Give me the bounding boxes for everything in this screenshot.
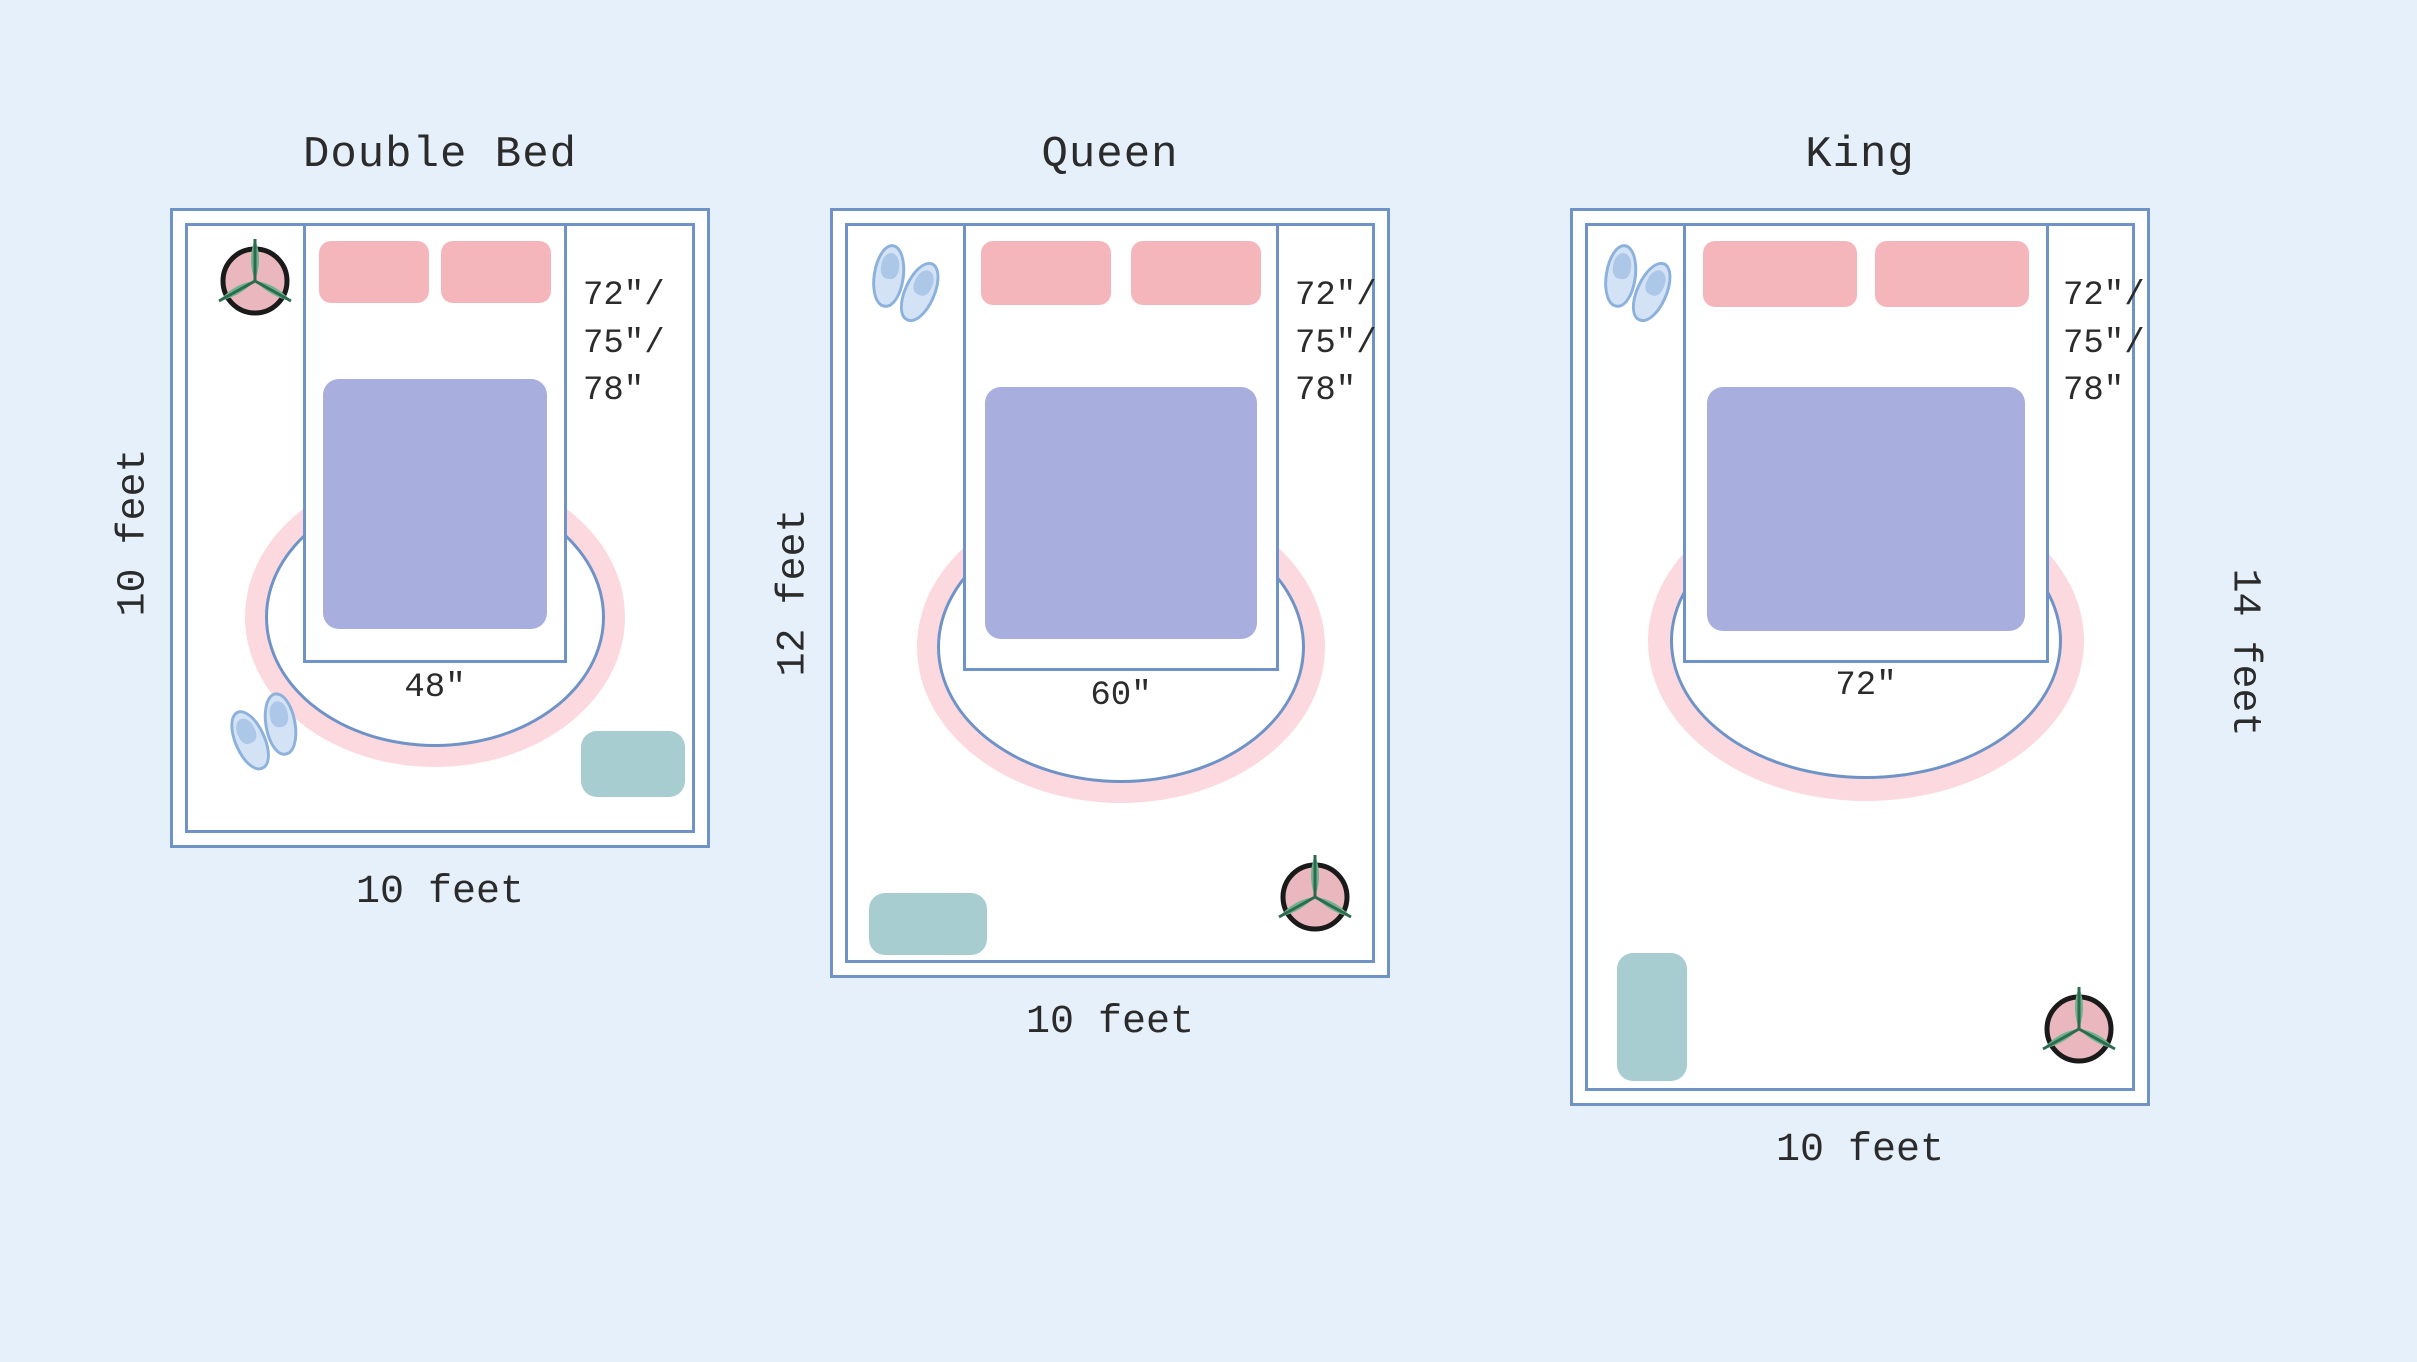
room-height-label: 10 feet	[112, 448, 157, 616]
room-width-label: 10 feet	[1570, 1128, 2150, 1173]
room-double: Double Bed 10 feet 48" 72"/ 75"/ 78"	[170, 130, 710, 915]
bed-width-label: 72"	[1835, 667, 1896, 705]
room-title: King	[1570, 130, 2150, 180]
bed-width-label: 60"	[1090, 677, 1151, 715]
bed-length-label: 72"/ 75"/ 78"	[1295, 273, 1377, 416]
plant-icon	[1265, 847, 1365, 952]
room-height-label: 14 feet	[2222, 568, 2267, 736]
room-height-label: 12 feet	[772, 508, 817, 676]
pillow-left	[319, 241, 429, 303]
plant-icon	[205, 231, 305, 336]
room-queen: Queen 12 feet 60" 72"/ 75"/ 78"	[830, 130, 1390, 1045]
room-outline: 48" 72"/ 75"/ 78"	[170, 208, 710, 848]
diagram-canvas: Double Bed 10 feet 48" 72"/ 75"/ 78"	[0, 0, 2417, 1362]
pillow-right	[1875, 241, 2029, 307]
pillow-right	[1131, 241, 1261, 305]
room-king: King 14 feet 72" 72"/ 75"/ 78"	[1570, 130, 2150, 1173]
bed-width-label: 48"	[404, 669, 465, 707]
bench	[1617, 953, 1687, 1081]
blanket	[323, 379, 547, 629]
blanket	[985, 387, 1257, 639]
bench	[869, 893, 987, 955]
room-title: Queen	[830, 130, 1390, 180]
bed-length-label: 72"/ 75"/ 78"	[583, 273, 665, 416]
plant-icon	[2029, 979, 2129, 1084]
room-width-label: 10 feet	[830, 1000, 1390, 1045]
bench	[581, 731, 685, 797]
bed-length-label: 72"/ 75"/ 78"	[2063, 273, 2145, 416]
room-width-label: 10 feet	[170, 870, 710, 915]
blanket	[1707, 387, 2025, 631]
room-title: Double Bed	[170, 130, 710, 180]
pillow-left	[1703, 241, 1857, 307]
pillow-right	[441, 241, 551, 303]
pillow-left	[981, 241, 1111, 305]
room-outline: 60" 72"/ 75"/ 78"	[830, 208, 1390, 978]
room-outline: 72" 72"/ 75"/ 78"	[1570, 208, 2150, 1106]
